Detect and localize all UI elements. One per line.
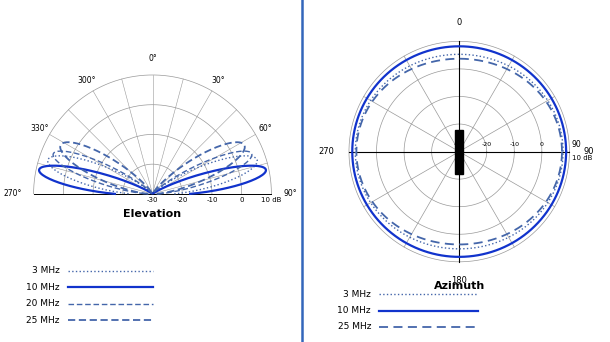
Text: -10: -10 <box>509 142 519 147</box>
Text: 10 MHz: 10 MHz <box>26 283 60 292</box>
Text: 30°: 30° <box>211 76 224 85</box>
Text: 3 MHz: 3 MHz <box>32 266 60 275</box>
Text: 180: 180 <box>451 276 467 285</box>
Text: Azimuth: Azimuth <box>434 280 485 291</box>
Text: 300°: 300° <box>78 76 96 85</box>
Text: 10 dB: 10 dB <box>261 197 282 203</box>
Text: 60°: 60° <box>259 124 273 133</box>
Text: 3 MHz: 3 MHz <box>343 290 371 299</box>
Bar <box>455 130 463 174</box>
Text: 25 MHz: 25 MHz <box>26 316 60 325</box>
Text: -20: -20 <box>176 197 188 203</box>
Text: 0: 0 <box>540 142 544 147</box>
Text: 0: 0 <box>239 197 244 203</box>
Text: 90: 90 <box>584 147 594 156</box>
Text: 10 dB: 10 dB <box>572 155 592 161</box>
Text: Elevation: Elevation <box>123 209 182 219</box>
Text: 330°: 330° <box>30 124 48 133</box>
Text: 10 MHz: 10 MHz <box>337 306 371 315</box>
Text: 90°: 90° <box>283 189 297 198</box>
Text: 270: 270 <box>319 147 335 156</box>
Text: -30: -30 <box>454 142 464 147</box>
Text: 25 MHz: 25 MHz <box>337 323 371 331</box>
Text: 90: 90 <box>572 141 581 149</box>
Text: 0°: 0° <box>148 54 157 63</box>
Text: -10: -10 <box>206 197 218 203</box>
Text: 0: 0 <box>456 18 462 27</box>
Text: 20 MHz: 20 MHz <box>26 299 60 308</box>
Text: 270°: 270° <box>3 189 22 198</box>
Text: -20: -20 <box>482 142 492 147</box>
Text: -30: -30 <box>147 197 158 203</box>
